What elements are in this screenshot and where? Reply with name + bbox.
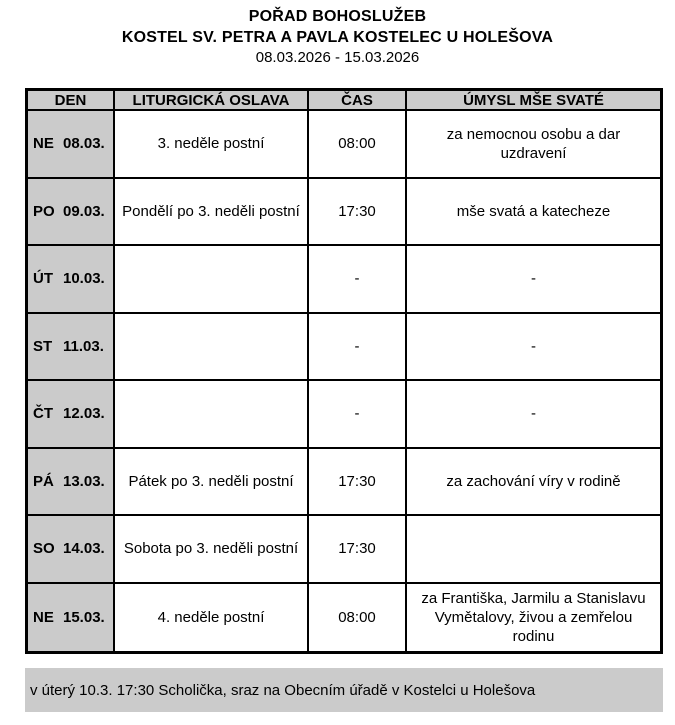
celebration-cell: 3. neděle postní <box>115 111 309 177</box>
title-block: POŘAD BOHOSLUŽEB KOSTEL SV. PETRA A PAVL… <box>0 6 675 68</box>
day-abbrev: ST <box>33 337 53 355</box>
day-cell: PÁ 13.03. <box>28 448 115 514</box>
schedule-row: PÁ 13.03. Pátek po 3. neděli postní 17:3… <box>28 448 660 516</box>
celebration-cell: Pátek po 3. neděli postní <box>115 448 309 514</box>
schedule-row: ST 11.03. - - <box>28 313 660 381</box>
time-cell: 17:30 <box>309 448 407 514</box>
church-name: KOSTEL SV. PETRA A PAVLA KOSTELEC U HOLE… <box>121 29 554 46</box>
day-date: 13.03. <box>63 472 105 490</box>
day-cell: NE 15.03. <box>28 583 115 651</box>
day-cell: ČT 12.03. <box>28 381 115 447</box>
header-cell-day: DEN <box>28 91 115 109</box>
time-cell: - <box>309 246 407 312</box>
celebration-cell: 4. neděle postní <box>115 583 309 651</box>
schedule-row: SO 14.03. Sobota po 3. neděli postní 17:… <box>28 516 660 584</box>
day-cell: ST 11.03. <box>28 313 115 379</box>
day-abbrev: SO <box>33 540 55 558</box>
intention-cell: mše svatá a katecheze <box>456 202 611 220</box>
day-abbrev: NE <box>33 608 54 626</box>
day-abbrev: NE <box>33 135 54 153</box>
table-header-row: DEN LITURGICKÁ OSLAVA ČAS ÚMYSL MŠE SVAT… <box>28 91 660 111</box>
time-cell: 17:30 <box>309 178 407 244</box>
day-abbrev: PO <box>33 202 55 220</box>
schedule-row: PO 09.03. Pondělí po 3. neděli postní 17… <box>28 178 660 246</box>
schedule-row: NE 08.03. 3. neděle postní 08:00 za nemo… <box>28 111 660 179</box>
time-cell: 08:00 <box>309 111 407 177</box>
intention-cell: za zachování víry v rodině <box>446 472 621 490</box>
celebration-cell: Pondělí po 3. neděli postní <box>115 178 309 244</box>
intention-cell: - <box>531 270 536 288</box>
intention-cell: za Františka, Jarmilu a Stanislavu Vymět… <box>421 589 646 645</box>
schedule-row: ÚT 10.03. - - <box>28 246 660 314</box>
day-cell: ÚT 10.03. <box>28 246 115 312</box>
intention-cell: za nemocnou osobu a dar uzdravení <box>446 125 621 162</box>
day-date: 09.03. <box>63 202 105 220</box>
day-date: 14.03. <box>63 540 105 558</box>
day-date: 08.03. <box>63 135 105 153</box>
header-cell-intention: ÚMYSL MŠE SVATÉ <box>407 91 660 109</box>
intention-cell <box>407 516 660 582</box>
footer-note: v úterý 10.3. 17:30 Scholička, sraz na O… <box>25 668 663 712</box>
document-title: POŘAD BOHOSLUŽEB <box>248 8 427 25</box>
schedule-table: DEN LITURGICKÁ OSLAVA ČAS ÚMYSL MŠE SVAT… <box>25 88 663 654</box>
day-cell: PO 09.03. <box>28 178 115 244</box>
celebration-cell: Sobota po 3. neděli postní <box>115 516 309 582</box>
celebration-cell <box>115 246 309 312</box>
time-cell: 08:00 <box>309 583 407 651</box>
schedule-row: NE 15.03. 4. neděle postní 08:00 za Fran… <box>28 583 660 651</box>
celebration-cell <box>115 381 309 447</box>
day-date: 12.03. <box>63 405 105 423</box>
header-cell-celebration: LITURGICKÁ OSLAVA <box>115 91 309 109</box>
day-date: 11.03. <box>63 337 104 355</box>
day-cell: NE 08.03. <box>28 111 115 177</box>
time-cell: - <box>309 313 407 379</box>
date-range: 08.03.2026 - 15.03.2026 <box>255 49 420 66</box>
header-cell-time: ČAS <box>309 91 407 109</box>
time-cell: - <box>309 381 407 447</box>
day-abbrev: ČT <box>33 405 53 423</box>
day-date: 15.03. <box>63 608 105 626</box>
day-date: 10.03. <box>63 270 105 288</box>
time-cell: 17:30 <box>309 516 407 582</box>
day-cell: SO 14.03. <box>28 516 115 582</box>
day-abbrev: ÚT <box>33 270 53 288</box>
intention-cell: - <box>531 337 536 355</box>
day-abbrev: PÁ <box>33 472 54 490</box>
intention-cell: - <box>531 405 536 423</box>
celebration-cell <box>115 313 309 379</box>
schedule-row: ČT 12.03. - - <box>28 381 660 449</box>
